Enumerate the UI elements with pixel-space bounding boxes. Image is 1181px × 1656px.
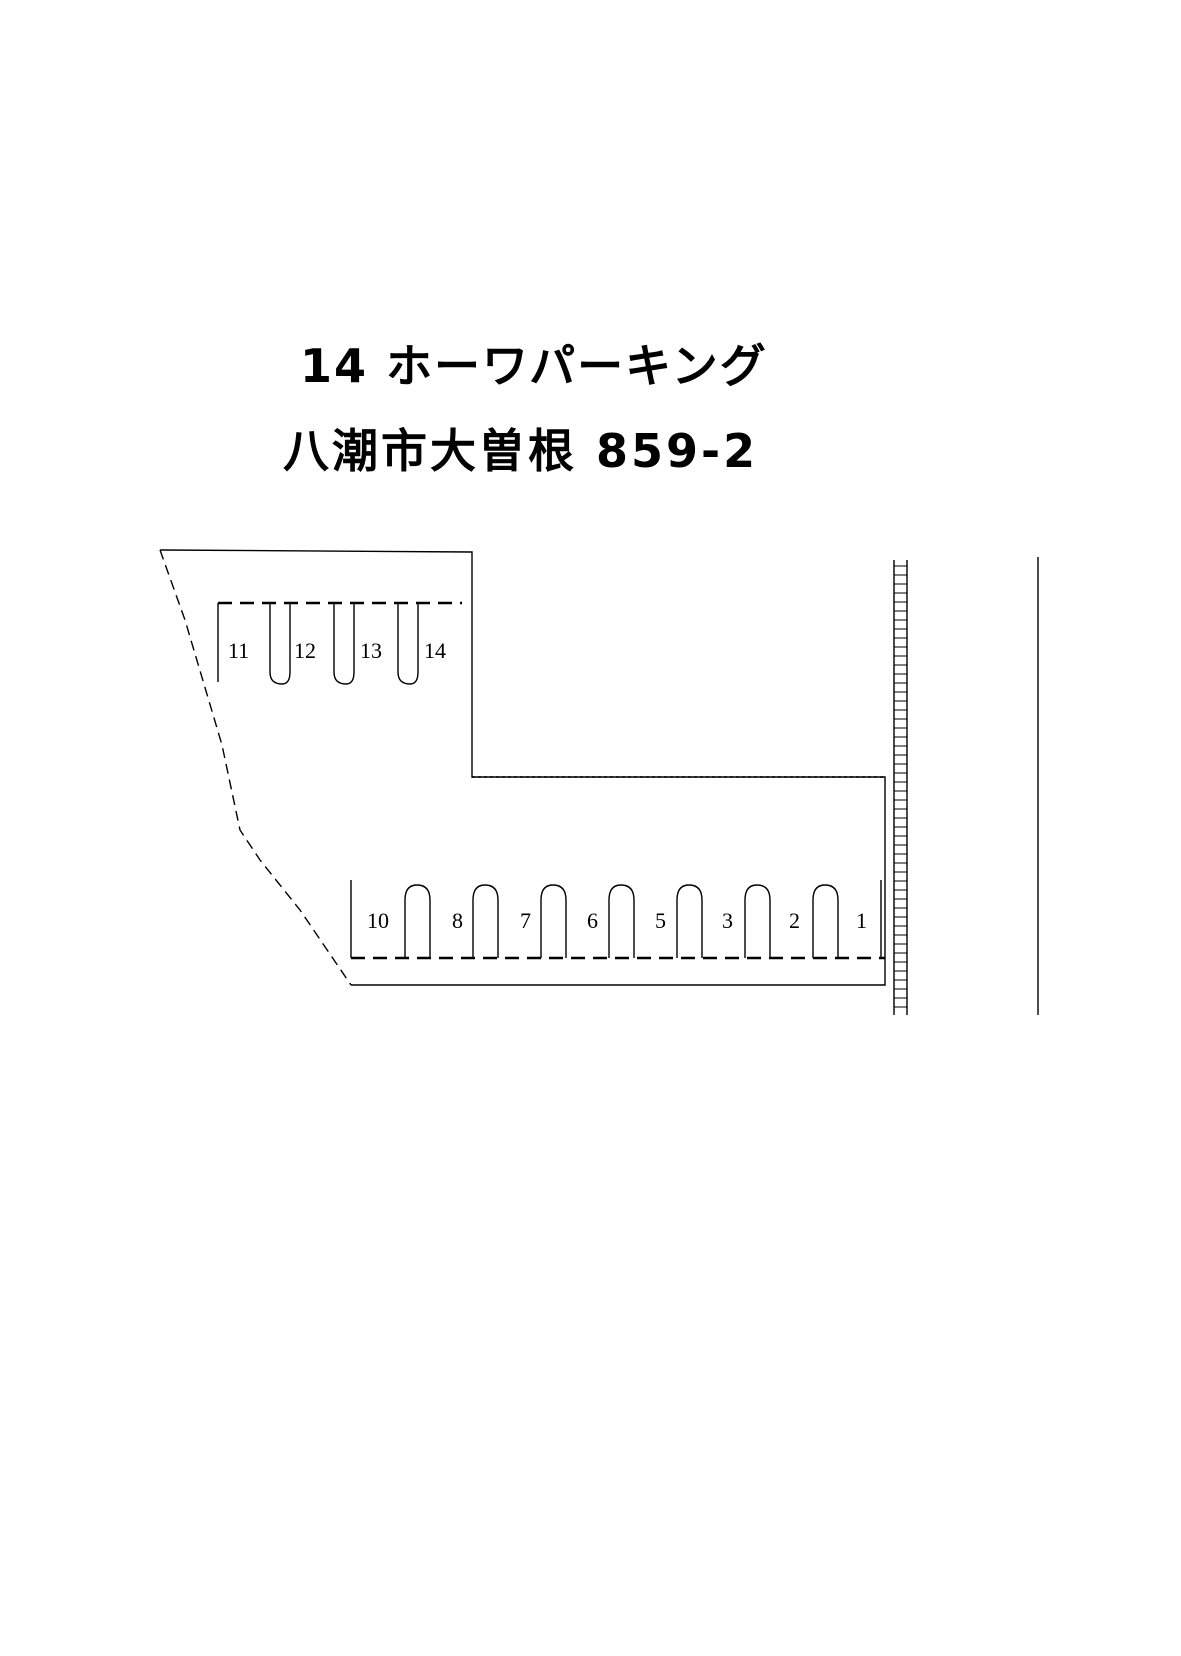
parking-address: 八潮市大曽根 859-2 [283,424,759,478]
lower-space-labels: 10 8 7 6 5 3 2 1 [367,908,867,933]
lower-divider [472,884,499,958]
lower-divider [676,884,703,958]
upper-divider [269,603,291,685]
space-number: 7 [520,908,531,933]
lower-divider [812,884,839,958]
space-number: 5 [655,908,666,933]
space-number: 13 [360,638,382,663]
upper-space-labels: 11 12 13 14 [228,638,446,663]
space-number: 6 [587,908,598,933]
road-rungs [894,565,907,1008]
space-number: 10 [367,908,389,933]
upper-divider [397,603,419,685]
space-number: 3 [722,908,733,933]
lot-boundary-dashed [159,549,352,986]
lower-divider [744,884,771,958]
space-number: 11 [228,638,249,663]
space-number: 12 [294,638,316,663]
lower-divider [608,884,635,958]
space-number: 1 [856,908,867,933]
space-number: 8 [452,908,463,933]
upper-divider [333,603,355,685]
space-number: 2 [789,908,800,933]
lower-divider [404,884,431,958]
lower-divider [540,884,567,958]
parking-name: 14 ホーワパーキング [300,339,768,393]
space-number: 14 [424,638,446,663]
